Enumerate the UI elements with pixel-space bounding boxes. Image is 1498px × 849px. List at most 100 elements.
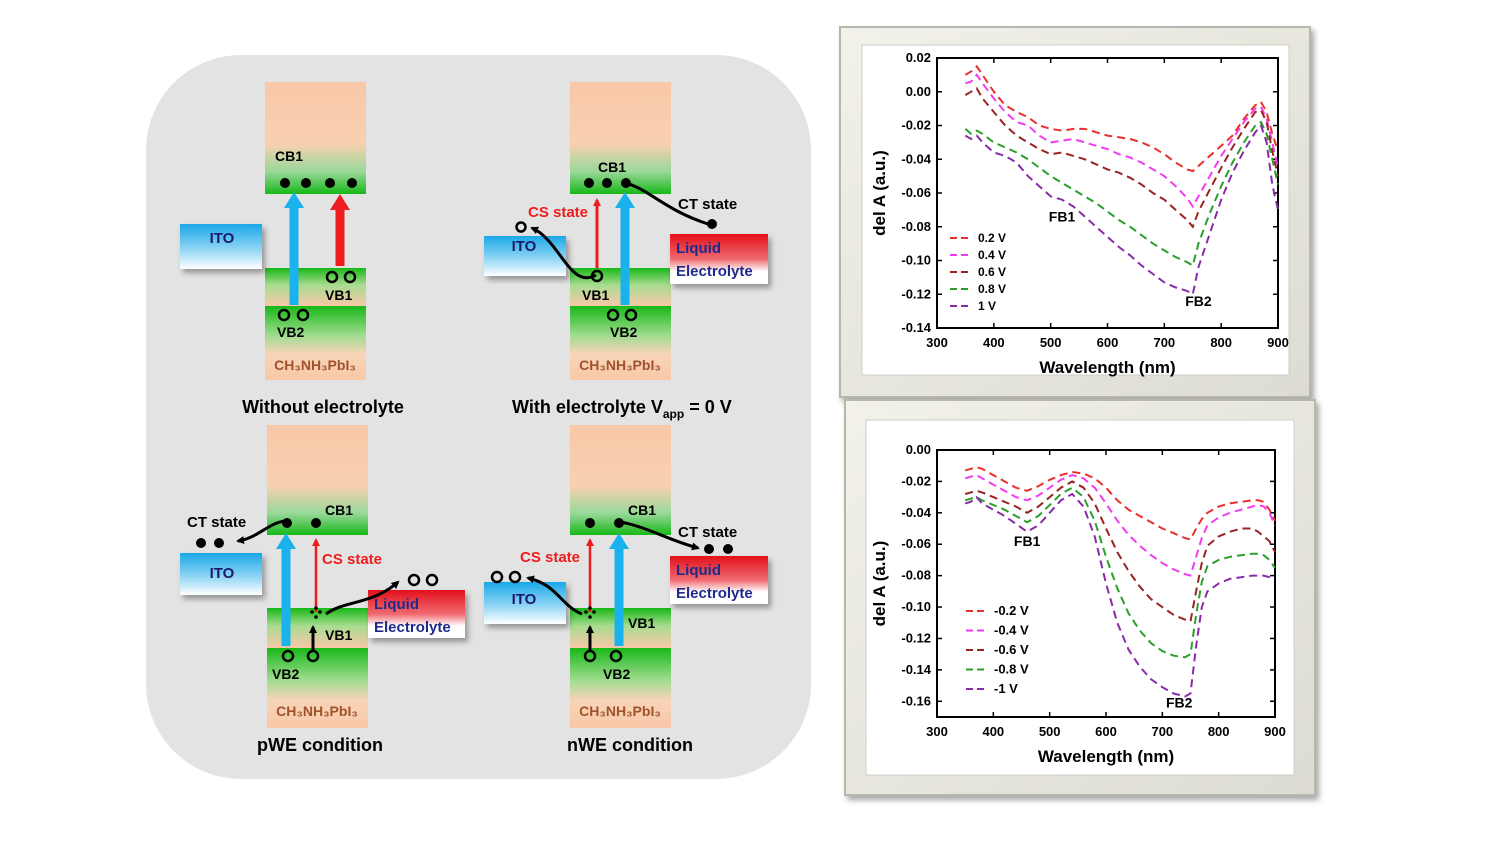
annotation-label: FB2 bbox=[1185, 293, 1212, 309]
y-tick-label: -0.10 bbox=[901, 253, 931, 268]
vb2-band bbox=[570, 306, 671, 380]
cb1-band bbox=[570, 425, 671, 535]
cs-state-label: CS state bbox=[322, 551, 382, 568]
y-tick-label: -0.16 bbox=[901, 693, 931, 708]
diagram-background bbox=[146, 55, 811, 779]
vb1-band bbox=[265, 268, 366, 306]
material-label: CH₃NH₃PbI₃ bbox=[276, 703, 358, 719]
cb1-band bbox=[267, 425, 368, 535]
chart-bottom-spectra: 300 400 500 600 700 800 900 0.00 -0.02 -0.04 -0.06… bbox=[870, 442, 1286, 766]
electron-dots bbox=[280, 178, 357, 188]
vb2-label: VB2 bbox=[603, 666, 630, 682]
legend-label: -0.6 V bbox=[994, 642, 1029, 657]
annotation-label: FB1 bbox=[1049, 209, 1076, 225]
y-tick-label: -0.06 bbox=[901, 536, 931, 551]
vb1-label: VB1 bbox=[628, 615, 655, 631]
ct-transfer-arrow bbox=[620, 520, 700, 551]
legend-label: 0.6 V bbox=[978, 265, 1006, 279]
series-line bbox=[964, 466, 1276, 541]
chart-frame-bottom bbox=[844, 399, 1316, 796]
panel-nwe-condition: ITO Liquid Electrolyte CB1 CT state CS s… bbox=[484, 425, 768, 755]
hole-circles bbox=[583, 649, 623, 663]
electrolyte-label: Electrolyte bbox=[676, 585, 753, 602]
cb1-band bbox=[265, 82, 366, 194]
x-tick-label: 800 bbox=[1210, 335, 1232, 350]
x-tick-label: 900 bbox=[1267, 335, 1289, 350]
cb1-label: CB1 bbox=[275, 148, 303, 164]
y-tick-label: -0.14 bbox=[901, 320, 931, 335]
y-tick-label: -0.12 bbox=[901, 286, 931, 301]
legend-label: -0.8 V bbox=[994, 662, 1029, 677]
hole-circles bbox=[281, 649, 320, 663]
electron-dots bbox=[584, 178, 631, 188]
y-tick-label: 0.00 bbox=[906, 442, 931, 457]
vb2-label: VB2 bbox=[272, 666, 299, 682]
x-tick-label: 600 bbox=[1095, 724, 1117, 739]
ito-electrode bbox=[180, 553, 262, 595]
vb2-band bbox=[267, 648, 368, 728]
ito-label: ITO bbox=[210, 565, 235, 582]
y-tick-label: -0.04 bbox=[901, 505, 931, 520]
series-line bbox=[965, 73, 1279, 209]
ct-state-label: CT state bbox=[678, 524, 737, 541]
panel-caption: nWE condition bbox=[567, 735, 693, 755]
x-axis-label: Wavelength (nm) bbox=[1039, 358, 1175, 377]
legend-label: -0.4 V bbox=[994, 623, 1029, 638]
annotation-label: FB2 bbox=[1166, 695, 1193, 711]
electrolyte-label: Electrolyte bbox=[676, 263, 753, 280]
series-line bbox=[964, 492, 1276, 698]
legend-label: 0.2 V bbox=[978, 231, 1006, 245]
vb1-label: VB1 bbox=[325, 627, 352, 643]
legend-label: 1 V bbox=[978, 299, 996, 313]
series-line bbox=[964, 474, 1276, 577]
cs-state-label: CS state bbox=[528, 204, 588, 221]
ito-electrode bbox=[484, 236, 566, 276]
hole-transfer-arrow bbox=[530, 226, 597, 280]
x-tick-label: 600 bbox=[1097, 335, 1119, 350]
x-axis-label: Wavelength (nm) bbox=[1038, 747, 1174, 766]
ito-electrode bbox=[180, 224, 262, 269]
panel-caption: Without electrolyte bbox=[242, 397, 404, 417]
liquid-label: Liquid bbox=[676, 240, 721, 257]
vb2-label: VB2 bbox=[277, 324, 304, 340]
vb1-label: VB1 bbox=[582, 287, 609, 303]
series-line bbox=[964, 480, 1276, 623]
y-tick-label: 0.02 bbox=[906, 50, 931, 65]
legend-label: 0.8 V bbox=[978, 282, 1006, 296]
x-tick-label: 700 bbox=[1153, 335, 1175, 350]
y-tick-label: -0.08 bbox=[901, 568, 931, 583]
panel-caption: With electrolyte Vapp = 0 V bbox=[512, 397, 732, 421]
chart-top-spectra: 300 400 500 600 700 800 900 0.02 0.00 -0.02 -0.04 -… bbox=[870, 50, 1289, 377]
ct-transfer-arrow bbox=[236, 519, 286, 545]
hole-circles bbox=[277, 270, 357, 322]
y-tick-label: -0.02 bbox=[901, 473, 931, 488]
ct-transfer-arrow bbox=[625, 181, 709, 226]
ct-state-label: CT state bbox=[678, 196, 737, 213]
sparkle-hole bbox=[310, 606, 322, 619]
legend-label: 0.4 V bbox=[978, 248, 1006, 262]
panel-with-electrolyte: ITO Liquid Electrolyte CB1 CT state CS s… bbox=[484, 82, 768, 421]
x-tick-label: 300 bbox=[926, 724, 948, 739]
electrolyte-box bbox=[670, 556, 768, 604]
ito-label: ITO bbox=[512, 238, 537, 255]
y-tick-label: -0.12 bbox=[901, 630, 931, 645]
series-line bbox=[964, 64, 1279, 173]
x-tick-label: 400 bbox=[983, 335, 1005, 350]
series-line bbox=[964, 87, 1279, 229]
electrolyte-box bbox=[670, 234, 768, 284]
series-line bbox=[964, 120, 1279, 268]
legend-label: -1 V bbox=[994, 681, 1018, 696]
series-line bbox=[964, 123, 1279, 296]
vb2-label: VB2 bbox=[610, 324, 637, 340]
liquid-label: Liquid bbox=[676, 562, 721, 579]
cb1-label: CB1 bbox=[598, 159, 626, 175]
material-label: CH₃NH₃PbI₃ bbox=[274, 357, 356, 373]
annotation-label: FB1 bbox=[1014, 533, 1041, 549]
y-tick-label: -0.02 bbox=[901, 118, 931, 133]
cb1-label: CB1 bbox=[325, 502, 353, 518]
electrolyte-box bbox=[368, 590, 465, 638]
y-axis-label: del A (a.u.) bbox=[870, 541, 889, 627]
legend-label: -0.2 V bbox=[994, 603, 1029, 618]
cb1-label: CB1 bbox=[628, 502, 656, 518]
